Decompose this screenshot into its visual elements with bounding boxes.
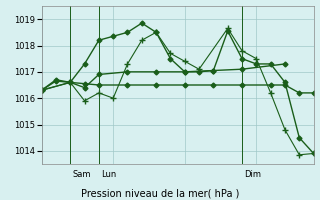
Text: Pression niveau de la mer( hPa ): Pression niveau de la mer( hPa )	[81, 188, 239, 198]
Text: Lun: Lun	[101, 170, 116, 179]
Text: Dim: Dim	[244, 170, 261, 179]
Text: Sam: Sam	[72, 170, 91, 179]
